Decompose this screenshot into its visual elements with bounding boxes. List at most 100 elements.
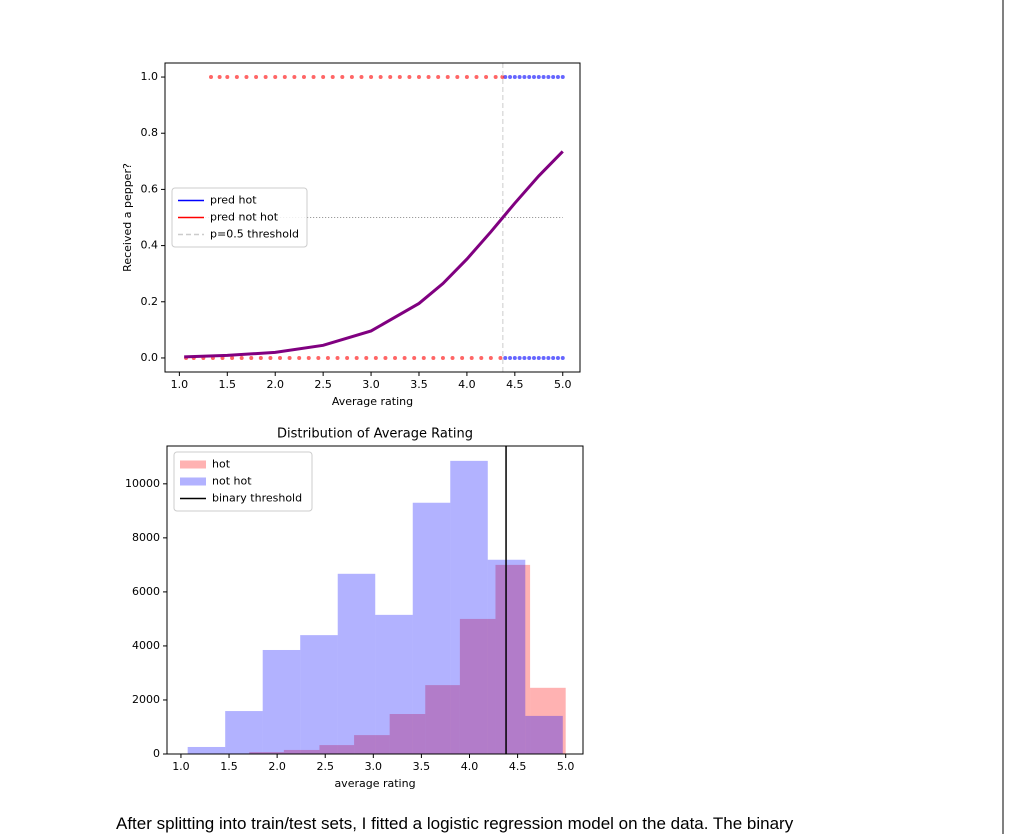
legend-label: pred hot — [210, 194, 257, 207]
histogram-bar — [389, 714, 426, 754]
point — [354, 355, 359, 360]
point — [512, 355, 517, 360]
x-tick-label: 1.0 — [171, 378, 189, 391]
x-tick-label: 2.0 — [266, 378, 284, 391]
chart-title: Distribution of Average Rating — [277, 427, 473, 442]
point — [217, 75, 222, 80]
point — [273, 75, 278, 80]
point — [316, 355, 321, 360]
point — [335, 355, 340, 360]
point — [469, 355, 474, 360]
y-tick-label: 4000 — [132, 639, 160, 652]
point — [512, 75, 517, 80]
point — [455, 75, 460, 80]
point — [551, 355, 556, 360]
point — [508, 355, 513, 360]
x-tick-label: 4.5 — [506, 378, 524, 391]
point — [416, 75, 421, 80]
legend-label: not hot — [212, 475, 252, 488]
point — [421, 355, 426, 360]
point — [244, 75, 249, 80]
x-tick-label: 5.0 — [554, 378, 572, 391]
point — [225, 75, 230, 80]
legend-label: pred not hot — [210, 211, 279, 224]
histogram-bar — [495, 564, 531, 754]
histogram-bar — [354, 735, 390, 754]
point — [209, 75, 214, 80]
x-tick-label: 3.5 — [413, 760, 431, 773]
point — [230, 355, 235, 360]
histogram-bar — [283, 749, 320, 754]
y-tick-label: 2000 — [132, 693, 160, 706]
point — [546, 75, 551, 80]
point — [364, 355, 369, 360]
y-tick-label: 0.8 — [141, 126, 159, 139]
x-tick-label: 2.5 — [316, 760, 334, 773]
legend-label: hot — [212, 458, 231, 471]
histogram-bar — [525, 715, 563, 754]
y-tick-label: 10000 — [125, 477, 160, 490]
histogram-bar — [459, 618, 496, 754]
point — [426, 75, 431, 80]
point — [431, 355, 436, 360]
point — [555, 75, 560, 80]
point — [393, 355, 398, 360]
point — [249, 355, 254, 360]
point — [460, 355, 465, 360]
point — [488, 355, 493, 360]
histogram-bar — [319, 745, 355, 754]
legend-label: p=0.5 threshold — [210, 228, 299, 241]
legend-box — [171, 187, 308, 248]
paragraph: After splitting into train/test sets, I … — [116, 814, 794, 833]
point — [517, 355, 522, 360]
fitted-curve — [184, 150, 564, 359]
point — [450, 355, 455, 360]
point — [378, 75, 383, 80]
point — [349, 75, 354, 80]
point — [527, 75, 532, 80]
x-tick-label: 3.0 — [365, 760, 383, 773]
point — [234, 75, 239, 80]
point — [541, 355, 546, 360]
point — [287, 355, 292, 360]
legend-label: binary threshold — [212, 492, 302, 505]
legend-box — [173, 451, 313, 512]
y-tick-label: 8000 — [132, 531, 160, 544]
point — [306, 355, 311, 360]
point — [503, 355, 508, 360]
point — [517, 75, 522, 80]
point — [345, 355, 350, 360]
point — [479, 355, 484, 360]
point — [493, 75, 498, 80]
histogram-bar — [249, 752, 284, 754]
point — [531, 355, 536, 360]
histogram-bar — [225, 711, 263, 754]
histogram-bar — [450, 460, 488, 754]
x-tick-label: 1.0 — [172, 760, 190, 773]
x-tick-label: 4.0 — [461, 760, 479, 773]
y-tick-label: 0.2 — [141, 295, 159, 308]
point — [536, 75, 541, 80]
point — [402, 355, 407, 360]
point — [340, 75, 345, 80]
plot-frame — [164, 62, 581, 373]
point — [311, 75, 316, 80]
point — [412, 355, 417, 360]
legend-swatch — [180, 460, 206, 469]
point — [551, 75, 556, 80]
point — [546, 355, 551, 360]
y-tick-label: 0 — [153, 747, 160, 760]
x-tick-label: 2.0 — [268, 760, 286, 773]
histogram-bar — [187, 746, 226, 754]
y-tick-label: 6000 — [132, 585, 160, 598]
x-tick-label: 3.0 — [362, 378, 380, 391]
point — [301, 75, 306, 80]
point — [541, 75, 546, 80]
legend-swatch — [180, 477, 206, 486]
point — [500, 75, 505, 80]
point — [263, 75, 268, 80]
point — [397, 75, 402, 80]
point — [440, 355, 445, 360]
x-tick-label: 4.5 — [509, 760, 527, 773]
